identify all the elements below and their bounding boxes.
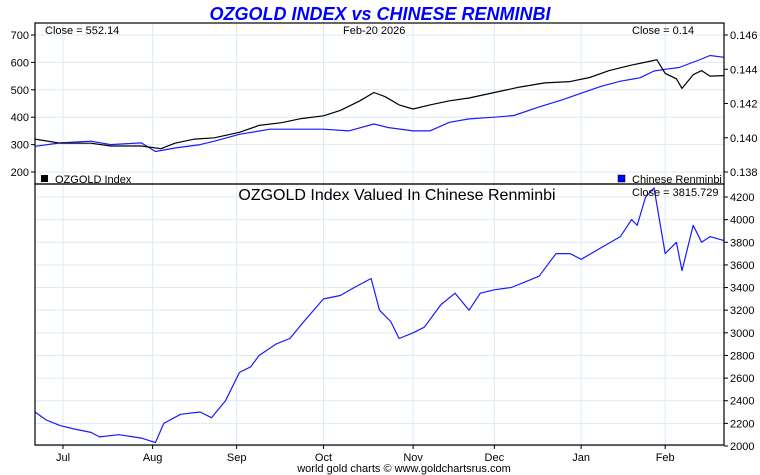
top-close-left: Close = 552.14 [45, 25, 119, 37]
bottom-close-right: Close = 3815.729 [632, 187, 719, 199]
grid [35, 23, 724, 447]
tick-label-left: 300 [11, 140, 29, 152]
tick-label-x: Dec [485, 452, 505, 464]
tick-label-right: 2000 [730, 441, 754, 453]
tick-label-right: 0.138 [730, 167, 758, 179]
tick-label-right: 0.146 [730, 30, 758, 42]
tick-label-right: 2400 [730, 396, 754, 408]
tick-label-right: 2600 [730, 373, 754, 385]
bottom-panel-frame [34, 183, 725, 446]
tick-label-left: 400 [11, 112, 29, 124]
tick-label-right: 4200 [730, 192, 754, 204]
legend-swatch-renminbi [617, 174, 626, 183]
axes: 700 600 500 400 300 200 0.146 0.144 0.142 0.140 0.… [11, 30, 758, 464]
legend-ozgold: OZGOLD Index [55, 174, 132, 186]
tick-label-right: 3400 [730, 283, 754, 295]
tick-label-right: 2200 [730, 418, 754, 430]
tick-label-x: Aug [143, 452, 163, 464]
tick-label-left: 500 [11, 85, 29, 97]
tick-label-x: Jan [572, 452, 590, 464]
tick-label-right: 3600 [730, 260, 754, 272]
tick-label-right: 0.140 [730, 133, 758, 145]
tick-label-right: 3000 [730, 328, 754, 340]
tick-label-right: 0.142 [730, 99, 758, 111]
bottom-title: OZGOLD Index Valued In Chinese Renminbi [238, 187, 555, 204]
tick-label-x: Sep [227, 452, 247, 464]
tick-label-left: 700 [11, 30, 29, 42]
tick-label-x: Oct [315, 452, 332, 464]
tick-label-right: 3800 [730, 237, 754, 249]
tick-label-right: 3200 [730, 305, 754, 317]
top-date-label: Feb-20 2026 [343, 25, 405, 37]
top-close-right: Close = 0.14 [632, 25, 694, 37]
chart-title: OZGOLD INDEX vs CHINESE RENMINBI [209, 4, 551, 24]
tick-label-right: 2800 [730, 350, 754, 362]
tick-label-x: Feb [656, 452, 675, 464]
tick-label-x: Jul [56, 452, 70, 464]
tick-label-left: 200 [11, 167, 29, 179]
legend-swatch-ozgold [41, 175, 48, 182]
series-ozgold-in-cny [34, 187, 725, 444]
tick-label-left: 600 [11, 57, 29, 69]
legend-renminbi: Chinese Renminbi [632, 174, 722, 186]
tick-label-right: 4000 [730, 215, 754, 227]
series-lines [34, 54, 725, 444]
series-renminbi [34, 54, 725, 153]
series-ozgold [34, 59, 725, 150]
top-panel-frame [34, 22, 725, 185]
footer: world gold charts © www.goldchartsrus.co… [296, 463, 511, 475]
tick-label-x: Nov [403, 452, 423, 464]
tick-label-right: 0.144 [730, 64, 758, 76]
